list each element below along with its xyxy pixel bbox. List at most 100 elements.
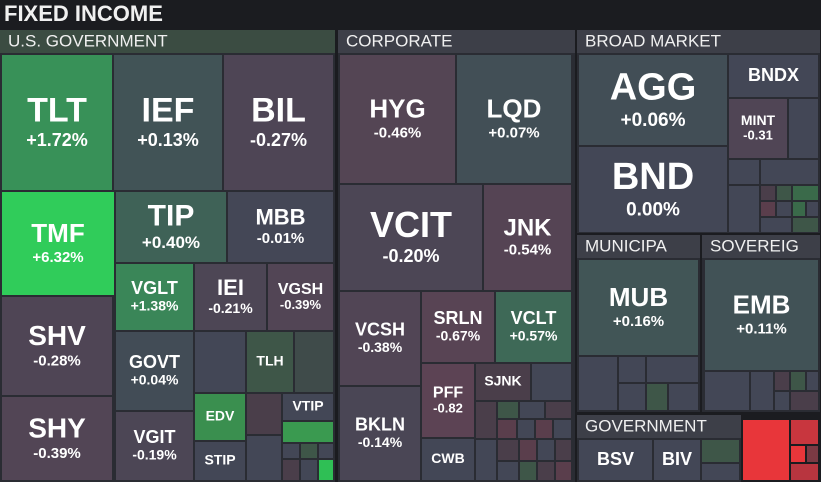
filler-tile [518,420,534,438]
change: -0.21% [208,300,253,316]
tile[interactable] [116,332,193,410]
tile[interactable] [116,412,193,480]
tile[interactable] [340,55,455,183]
tile[interactable] [579,440,652,480]
sector-header [577,415,741,438]
change: -0.82 [433,401,463,416]
tile[interactable] [268,264,333,330]
filler-tile [520,440,536,460]
change: -0.20% [382,246,439,266]
ticker: IEF [142,92,195,130]
change: -0.39% [33,445,81,462]
filler-tile [247,394,281,434]
tile[interactable] [228,192,333,262]
filler-tile [498,440,518,460]
filler-tile [793,186,818,200]
ticker: SHV [28,320,86,351]
change: +0.57% [510,328,558,344]
tile[interactable] [457,55,571,183]
filler-tile [295,332,333,392]
ticker: IEI [217,275,244,300]
tile[interactable] [224,55,333,190]
sector-header [577,30,820,53]
change: -0.27% [250,130,307,150]
filler-tile [647,384,667,410]
tile[interactable] [283,394,333,420]
tile[interactable] [422,364,474,437]
filler-tile [729,160,759,184]
tile[interactable] [579,55,727,145]
filler-tile [761,202,775,216]
filler-tile [777,202,791,216]
sector-header [338,30,575,53]
change: -0.67% [436,328,481,344]
tile[interactable] [340,292,420,385]
ticker: PFF [433,385,463,402]
filler-tile [791,464,818,480]
sector-title: BROAD MARKET [585,31,721,50]
filler-tile [579,357,617,410]
change: +1.38% [131,298,179,314]
filler-tile [195,332,245,392]
tile[interactable] [195,394,245,440]
tile[interactable] [2,397,112,480]
ticker: VGLT [131,278,178,298]
tile[interactable] [484,185,571,290]
ticker: EDV [206,408,235,424]
change: -0.38% [358,339,403,355]
tile[interactable] [116,264,193,330]
tile[interactable] [422,292,494,362]
tile[interactable] [116,192,226,262]
sector-title: GOVERNMENT [585,416,707,435]
filler-tile [476,440,496,480]
tile[interactable] [114,55,222,190]
tile[interactable] [729,55,818,97]
change: -0.14% [358,434,403,450]
ticker: TMF [31,218,84,248]
tile[interactable] [579,260,698,355]
tile[interactable] [2,55,112,190]
filler-tile [791,372,805,390]
tile[interactable] [340,387,420,480]
ticker: TLH [256,353,283,369]
ticker: BIL [251,92,306,130]
sector-header [0,30,335,53]
ticker: SJNK [484,373,521,389]
filler-tile [751,372,773,410]
ticker: EMB [733,290,791,320]
change: +0.16% [613,313,664,330]
filler-tile [498,462,518,480]
tile[interactable] [195,442,245,480]
tile[interactable] [579,147,727,232]
tile[interactable] [422,439,474,480]
tile[interactable] [247,332,293,392]
tile[interactable] [476,364,530,400]
change: -0.46% [374,124,422,141]
filler-tile [791,420,818,444]
change: -0.54% [504,242,552,259]
change: 0.00% [626,199,680,220]
tile[interactable] [705,260,818,370]
change: +0.04% [131,372,179,388]
filler-tile [536,420,552,438]
change: +0.07% [488,124,539,141]
tile[interactable] [340,185,482,290]
filler-tile [791,392,818,410]
tile[interactable] [195,264,266,330]
ticker: TLT [27,92,87,130]
ticker: VCSH [355,320,405,340]
ticker: GOVT [129,352,180,372]
filler-tile [807,372,818,390]
filler-tile [761,186,775,200]
sector-title: CORPORATE [346,31,452,50]
filler-tile [775,372,789,390]
filler-tile [619,384,645,410]
change: +0.13% [137,130,199,150]
tile[interactable] [2,192,114,295]
filler-tile [476,402,496,438]
tile[interactable] [496,292,571,362]
tile[interactable] [2,297,112,395]
tile[interactable] [729,99,787,158]
tile[interactable] [654,440,700,480]
change: -0.19% [132,447,177,463]
